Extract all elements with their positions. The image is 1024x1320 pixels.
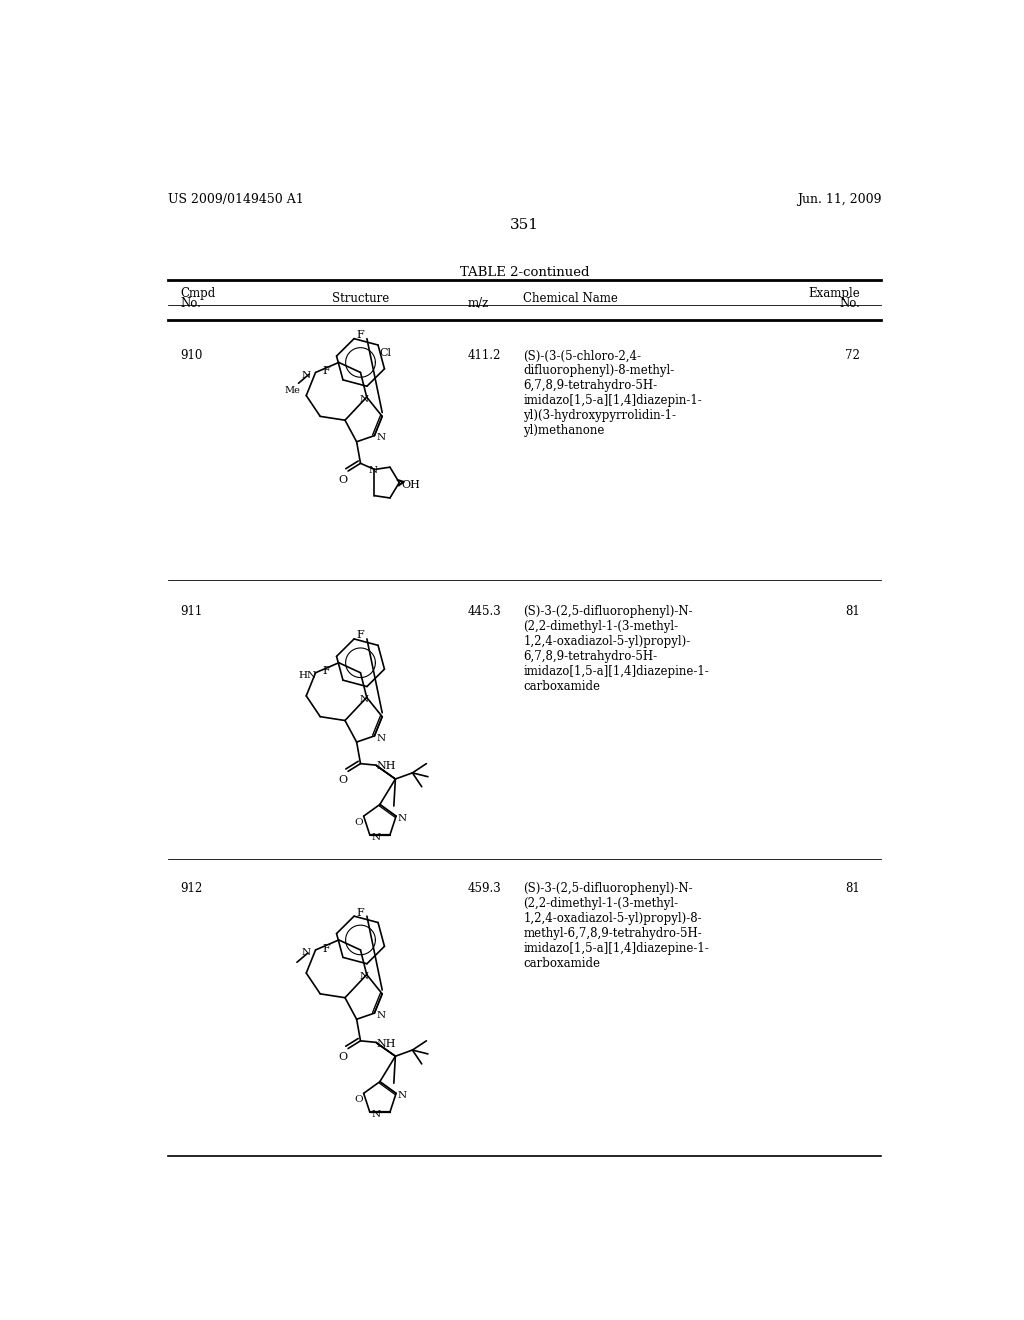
Text: Structure: Structure [332,293,389,305]
Text: F: F [323,366,331,376]
Text: O: O [338,1052,347,1063]
Text: 351: 351 [510,218,540,232]
Text: N: N [359,696,369,704]
Text: 912: 912 [180,882,203,895]
Text: Example: Example [809,286,860,300]
Text: N: N [377,734,386,743]
Text: NH: NH [377,762,396,771]
Text: N: N [302,949,310,957]
Text: N: N [372,1110,381,1119]
Text: 72: 72 [846,350,860,363]
Text: 81: 81 [846,605,860,618]
Text: Cmpd: Cmpd [180,286,216,300]
Text: HN: HN [299,671,316,680]
Text: 910: 910 [180,350,203,363]
Text: N: N [377,433,386,442]
Text: 445.3: 445.3 [467,605,501,618]
Text: 411.2: 411.2 [467,350,501,363]
Text: O: O [354,1094,362,1104]
Text: N: N [377,1011,386,1020]
Polygon shape [376,1043,395,1056]
Text: No.: No. [840,297,860,310]
Text: 81: 81 [846,882,860,895]
Text: N: N [372,833,381,842]
Text: N: N [369,466,378,475]
Text: Chemical Name: Chemical Name [523,293,618,305]
Text: 459.3: 459.3 [467,882,501,895]
Text: OH: OH [401,480,421,490]
Text: F: F [323,944,331,953]
Text: Me: Me [285,387,300,395]
Text: (S)-3-(2,5-difluorophenyl)-N-
(2,2-dimethyl-1-(3-methyl-
1,2,4-oxadiazol-5-yl)pr: (S)-3-(2,5-difluorophenyl)-N- (2,2-dimet… [523,882,709,970]
Text: Jun. 11, 2009: Jun. 11, 2009 [797,193,882,206]
Text: (S)-(3-(5-chloro-2,4-
difluorophenyl)-8-methyl-
6,7,8,9-tetrahydro-5H-
imidazo[1: (S)-(3-(5-chloro-2,4- difluorophenyl)-8-… [523,350,702,437]
Text: TABLE 2-continued: TABLE 2-continued [460,267,590,280]
Text: F: F [356,631,365,640]
Text: N: N [359,973,369,981]
Text: 911: 911 [180,605,203,618]
Polygon shape [376,766,395,779]
Text: N: N [397,1092,407,1100]
Text: O: O [338,775,347,785]
Text: N: N [397,814,407,822]
Text: N: N [302,371,310,380]
Text: No.: No. [180,297,202,310]
Text: US 2009/0149450 A1: US 2009/0149450 A1 [168,193,304,206]
Text: F: F [323,667,331,676]
Text: F: F [356,330,365,341]
Text: NH: NH [377,1039,396,1048]
Text: Cl: Cl [380,348,391,358]
Text: (S)-3-(2,5-difluorophenyl)-N-
(2,2-dimethyl-1-(3-methyl-
1,2,4-oxadiazol-5-yl)pr: (S)-3-(2,5-difluorophenyl)-N- (2,2-dimet… [523,605,709,693]
Text: N: N [359,395,369,404]
Text: m/z: m/z [467,297,488,310]
Text: O: O [354,817,362,826]
Text: F: F [356,908,365,917]
Text: O: O [338,475,347,484]
